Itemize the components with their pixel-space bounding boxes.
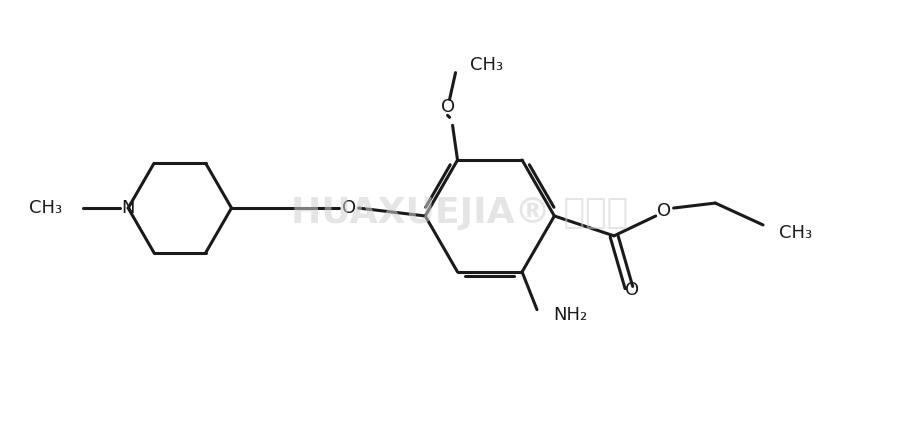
Text: CH₃: CH₃ bbox=[778, 224, 811, 242]
Text: O: O bbox=[624, 282, 638, 299]
Text: O: O bbox=[440, 98, 454, 116]
Text: CH₃: CH₃ bbox=[29, 199, 62, 217]
Text: CH₃: CH₃ bbox=[470, 56, 503, 74]
Text: HUAXUEJIA® 化学加: HUAXUEJIA® 化学加 bbox=[291, 196, 628, 230]
Text: O: O bbox=[341, 199, 356, 217]
Text: N: N bbox=[121, 199, 135, 217]
Text: O: O bbox=[656, 202, 670, 220]
Text: NH₂: NH₂ bbox=[552, 305, 586, 324]
